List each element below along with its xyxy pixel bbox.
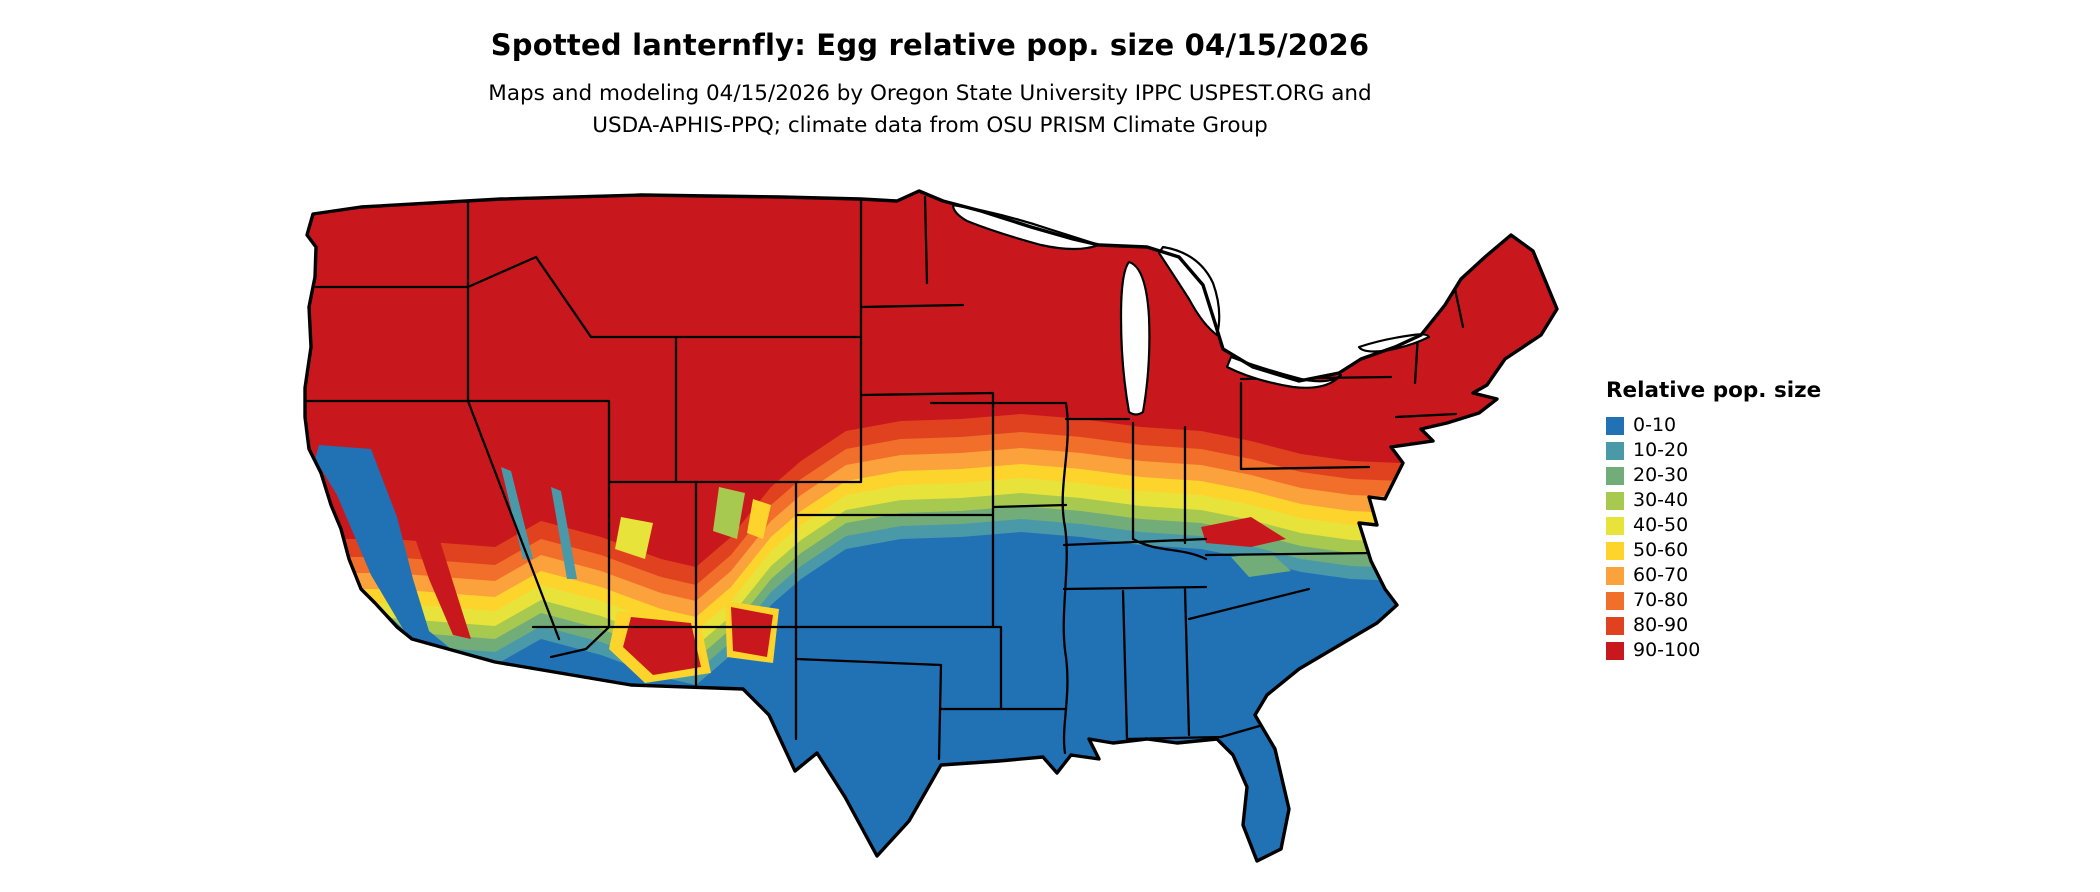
legend-row: 60-70 — [1606, 563, 1821, 588]
legend-row: 30-40 — [1606, 488, 1821, 513]
legend-row: 80-90 — [1606, 613, 1821, 638]
subtitle: Maps and modeling 04/15/2026 by Oregon S… — [0, 78, 1860, 143]
colorado-rockies-patch-2 — [747, 499, 771, 539]
legend-items: 0-10 10-20 20-30 30-40 40-50 50-60 60-70 70-80 8… — [1606, 413, 1821, 663]
legend-swatch — [1606, 541, 1624, 560]
legend-row: 70-80 — [1606, 588, 1821, 613]
legend-swatch — [1606, 441, 1624, 460]
legend-swatch — [1606, 491, 1624, 510]
legend-row: 90-100 — [1606, 638, 1821, 663]
california-valley-low-patch — [315, 445, 491, 659]
legend-swatch — [1606, 466, 1624, 485]
legend-label: 90-100 — [1633, 639, 1701, 661]
sierra-nevada-high-streak — [405, 487, 471, 639]
legend-row: 20-30 — [1606, 463, 1821, 488]
lake-michigan — [1119, 260, 1151, 416]
state-borders — [305, 195, 1465, 761]
header: Spotted lanternfly: Egg relative pop. si… — [0, 0, 1860, 143]
legend: Relative pop. size 0-10 10-20 20-30 30-40 40… — [1606, 378, 1821, 663]
utah-mid-patch — [615, 517, 653, 559]
legend-label: 80-90 — [1633, 614, 1689, 636]
legend-label: 70-80 — [1633, 589, 1689, 611]
nevada-valley-streak-1 — [501, 467, 533, 559]
legend-label: 0-10 — [1633, 414, 1677, 436]
legend-label: 20-30 — [1633, 464, 1689, 486]
legend-label: 40-50 — [1633, 514, 1689, 536]
colorado-rockies-patch-1 — [713, 487, 745, 539]
legend-label: 10-20 — [1633, 439, 1689, 461]
appalachian-cool-patch — [1231, 553, 1291, 577]
us-outline — [303, 189, 1559, 863]
legend-swatch — [1606, 566, 1624, 585]
us-population-map — [301, 187, 1566, 883]
subtitle-line-1: Maps and modeling 04/15/2026 by Oregon S… — [488, 81, 1372, 106]
page-title: Spotted lanternfly: Egg relative pop. si… — [490, 28, 1370, 62]
legend-title: Relative pop. size — [1606, 378, 1822, 403]
legend-label: 60-70 — [1633, 564, 1689, 586]
legend-swatch — [1606, 416, 1624, 435]
raster-west-mosaic — [315, 445, 1291, 683]
new-mexico-highlands-patch — [731, 607, 773, 657]
legend-row: 10-20 — [1606, 438, 1821, 463]
nevada-valley-streak-2 — [551, 487, 577, 579]
us-map-svg — [303, 189, 1559, 863]
legend-row: 40-50 — [1606, 513, 1821, 538]
legend-label: 30-40 — [1633, 489, 1689, 511]
legend-row: 0-10 — [1606, 413, 1821, 438]
appalachian-high-tongue — [1201, 517, 1286, 547]
legend-swatch — [1606, 591, 1624, 610]
subtitle-line-2: USDA-APHIS-PPQ; climate data from OSU PR… — [592, 113, 1268, 139]
legend-label: 50-60 — [1633, 539, 1689, 561]
legend-swatch — [1606, 516, 1624, 535]
legend-swatch — [1606, 616, 1624, 635]
arizona-highlands-patch — [623, 617, 701, 675]
legend-swatch — [1606, 641, 1624, 660]
legend-row: 50-60 — [1606, 538, 1821, 563]
